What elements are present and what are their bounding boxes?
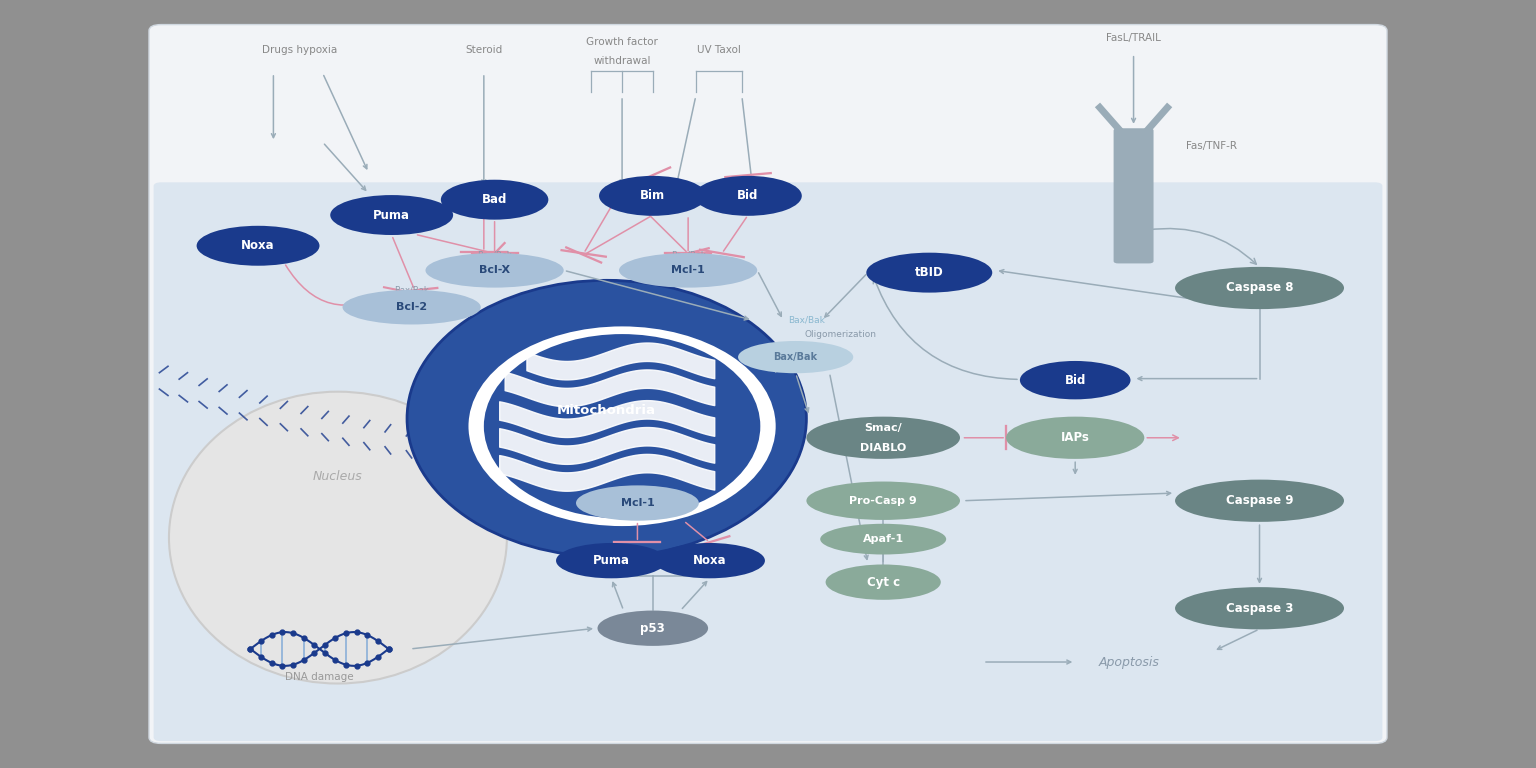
Text: Caspase 9: Caspase 9 — [1226, 495, 1293, 507]
Text: Bcl-2: Bcl-2 — [396, 302, 427, 313]
Text: tBID: tBID — [915, 266, 943, 279]
Ellipse shape — [343, 290, 481, 325]
Ellipse shape — [654, 543, 765, 578]
Ellipse shape — [619, 253, 757, 288]
Ellipse shape — [1175, 267, 1344, 310]
Text: Bax/Bak: Bax/Bak — [788, 316, 825, 325]
Text: Smac/: Smac/ — [865, 422, 902, 433]
Ellipse shape — [1175, 587, 1344, 630]
Text: Bax/Bak: Bax/Bak — [478, 250, 511, 260]
Text: Puma: Puma — [373, 209, 410, 221]
Text: Bid: Bid — [737, 190, 759, 202]
Ellipse shape — [556, 543, 667, 578]
Text: Growth factor: Growth factor — [587, 37, 657, 48]
Text: IAPs: IAPs — [1061, 432, 1089, 444]
Ellipse shape — [330, 195, 453, 235]
Text: Oligomerization: Oligomerization — [805, 329, 876, 339]
Text: Bid: Bid — [1064, 374, 1086, 386]
Text: Mcl-1: Mcl-1 — [621, 498, 654, 508]
Text: Bax/Bak: Bax/Bak — [395, 286, 429, 295]
Text: DNA damage: DNA damage — [286, 672, 353, 683]
Text: Drugs hypoxia: Drugs hypoxia — [263, 45, 336, 55]
Text: Nucleus: Nucleus — [313, 470, 362, 482]
Text: withdrawal: withdrawal — [593, 56, 651, 67]
Text: Caspase 8: Caspase 8 — [1226, 282, 1293, 294]
Text: Cyt c: Cyt c — [866, 576, 900, 588]
Ellipse shape — [806, 416, 960, 459]
Text: Bax/Bak: Bax/Bak — [774, 352, 817, 362]
Ellipse shape — [866, 253, 992, 293]
Text: Apoptosis: Apoptosis — [1098, 656, 1160, 668]
Text: Apaf-1: Apaf-1 — [863, 534, 903, 545]
Ellipse shape — [694, 176, 802, 216]
Text: Mitochondria: Mitochondria — [558, 405, 656, 417]
Ellipse shape — [806, 482, 960, 520]
FancyBboxPatch shape — [154, 182, 1382, 741]
Text: UV Taxol: UV Taxol — [697, 45, 740, 55]
Text: Noxa: Noxa — [693, 554, 727, 567]
Text: Bim: Bim — [641, 190, 665, 202]
Text: Bcl-X: Bcl-X — [479, 265, 510, 276]
Ellipse shape — [576, 485, 699, 521]
Ellipse shape — [598, 611, 708, 646]
Ellipse shape — [197, 226, 319, 266]
Text: FasL/TRAIL: FasL/TRAIL — [1106, 33, 1161, 44]
Ellipse shape — [425, 253, 564, 288]
FancyBboxPatch shape — [1114, 128, 1154, 263]
Text: p53: p53 — [641, 622, 665, 634]
Text: Noxa: Noxa — [241, 240, 275, 252]
Ellipse shape — [407, 280, 806, 557]
Ellipse shape — [1006, 416, 1144, 459]
Text: Steroid: Steroid — [465, 45, 502, 55]
Text: Bax/Bak: Bax/Bak — [671, 250, 705, 260]
Ellipse shape — [1020, 361, 1130, 399]
Ellipse shape — [484, 334, 760, 518]
Ellipse shape — [820, 524, 946, 554]
Ellipse shape — [825, 564, 940, 600]
Ellipse shape — [441, 180, 548, 220]
Text: Pro-Casp 9: Pro-Casp 9 — [849, 495, 917, 506]
Ellipse shape — [599, 176, 707, 216]
Text: Puma: Puma — [593, 554, 630, 567]
Text: Bad: Bad — [482, 194, 507, 206]
Ellipse shape — [169, 392, 507, 684]
Ellipse shape — [1175, 479, 1344, 522]
Text: Mcl-1: Mcl-1 — [671, 265, 705, 276]
Text: Fas/TNF-R: Fas/TNF-R — [1186, 141, 1236, 151]
Ellipse shape — [468, 326, 776, 526]
Ellipse shape — [737, 341, 854, 373]
Text: Caspase 3: Caspase 3 — [1226, 602, 1293, 614]
FancyBboxPatch shape — [149, 25, 1387, 743]
Text: DIABLO: DIABLO — [860, 442, 906, 453]
